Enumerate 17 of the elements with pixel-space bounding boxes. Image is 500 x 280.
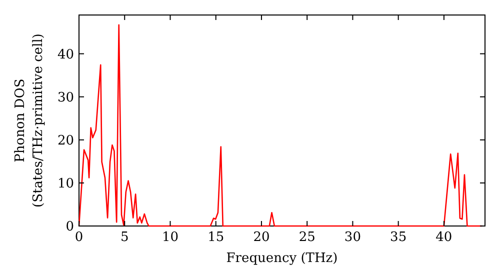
x-tick-label: 10 (162, 230, 179, 245)
y-tick-label: 40 (57, 47, 74, 62)
y-tick-label: 0 (66, 220, 74, 235)
x-axis-title: Frequency (THz) (226, 251, 338, 266)
x-tick-label: 35 (390, 230, 407, 245)
y-tick-label: 20 (57, 133, 74, 148)
x-tick-label: 20 (253, 230, 270, 245)
x-tick-label: 25 (298, 230, 316, 245)
y-tick-label: 10 (57, 176, 74, 192)
x-tick-label: 0 (74, 230, 84, 245)
x-tick-label: 40 (436, 230, 452, 245)
x-tick-label: 15 (208, 230, 224, 245)
line-series (78, 24, 483, 227)
x-tick-label: 30 (344, 230, 361, 245)
x-tick-label: 5 (120, 230, 129, 245)
y-axis-title: Phonon DOS (States/THz·primitive cell) (13, 33, 46, 208)
y-tick-label: 30 (57, 90, 74, 106)
